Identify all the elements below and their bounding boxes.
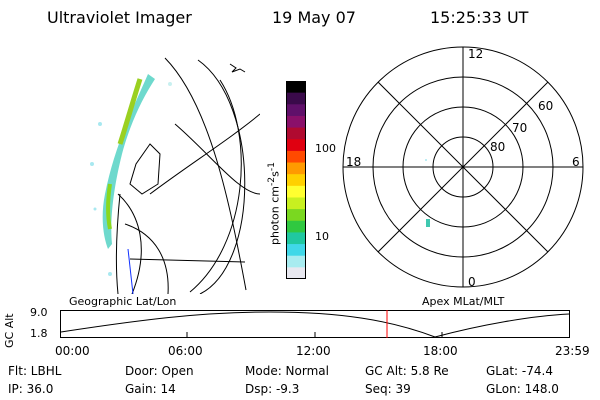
- timeline-ytick-9: 9.0: [30, 306, 48, 319]
- colorbar-band: [286, 104, 306, 117]
- info-dsp: Dsp: -9.3: [245, 382, 300, 396]
- info-glon: GLon: 148.0: [486, 382, 559, 396]
- colorbar-band: [286, 162, 306, 175]
- polar-emission-spot: [426, 219, 430, 227]
- colorbar-tick-10: 10: [315, 230, 329, 243]
- info-gcalt: GC Alt: 5.8 Re: [365, 364, 449, 378]
- colorbar-label: photon cm-2s-1: [266, 162, 282, 245]
- info-glat: GLat: -74.4: [486, 364, 553, 378]
- info-seq: Seq: 39: [365, 382, 411, 396]
- gc-alt-curve: [60, 311, 570, 338]
- timeline-xtick-1200: 12:00: [296, 344, 331, 358]
- timeline-right-label: Apex MLat/MLT: [422, 295, 505, 308]
- timeline-left-label: Geographic Lat/Lon: [69, 295, 177, 308]
- timeline-ylabel: GC Alt: [3, 313, 16, 348]
- timeline-ticks: [186, 332, 443, 338]
- timeline-plot: [60, 310, 570, 338]
- colorbar-band: [286, 197, 306, 210]
- timeline-xtick-2359: 23:59: [555, 344, 590, 358]
- timeline-xtick-1800: 18:00: [423, 344, 458, 358]
- colorbar-band: [286, 139, 306, 152]
- geographic-map: [90, 57, 260, 294]
- polar-lat-80: 80: [490, 140, 505, 154]
- polar-plot: 60 70 80 12 18 6 0: [342, 46, 584, 289]
- colorbar-band: [286, 255, 306, 268]
- instrument-title: Ultraviolet Imager: [47, 8, 192, 27]
- colorbar-band: [286, 185, 306, 198]
- colorbar-tick-100: 100: [315, 142, 336, 155]
- polar-emission-dot: [425, 159, 427, 161]
- info-ip: IP: 36.0: [8, 382, 54, 396]
- coastline: [129, 143, 161, 195]
- colorbar-gradient: [286, 81, 306, 279]
- colorbar-band: [286, 209, 306, 222]
- colorbar-band: [286, 220, 306, 233]
- info-mode: Mode: Normal: [245, 364, 329, 378]
- timeline-ytick-1-8: 1.8: [30, 327, 48, 340]
- colorbar-band: [286, 150, 306, 164]
- colorbar-band: [286, 115, 306, 129]
- map-grid: [115, 57, 260, 294]
- polar-lat-70: 70: [512, 121, 527, 135]
- time-label: 15:25:33 UT: [430, 8, 529, 27]
- colorbar-band: [286, 232, 306, 245]
- colorbar-band: [286, 244, 306, 257]
- timeline-xtick-0600: 06:00: [168, 344, 203, 358]
- colorbar-band: [286, 127, 306, 140]
- aurora-emission: [90, 74, 172, 276]
- info-flt: Flt: LBHL: [8, 364, 62, 378]
- info-gain: Gain: 14: [125, 382, 176, 396]
- track-line: [127, 248, 134, 294]
- coastline-small: [229, 63, 246, 73]
- info-door: Door: Open: [125, 364, 194, 378]
- colorbar-band: [286, 174, 306, 187]
- timeline-xtick-0000: 00:00: [55, 344, 90, 358]
- polar-diagonal-2: [377, 81, 549, 253]
- colorbar-band: [286, 81, 306, 94]
- polar-lat-60: 60: [538, 99, 553, 113]
- polar-mlt-12: 12: [468, 47, 483, 61]
- colorbar-band: [286, 92, 306, 105]
- polar-mlt-18: 18: [346, 155, 361, 169]
- colorbar-band: [286, 267, 306, 279]
- date-label: 19 May 07: [272, 8, 356, 27]
- polar-mlt-6: 6: [572, 155, 580, 169]
- polar-mlt-0: 0: [468, 275, 476, 289]
